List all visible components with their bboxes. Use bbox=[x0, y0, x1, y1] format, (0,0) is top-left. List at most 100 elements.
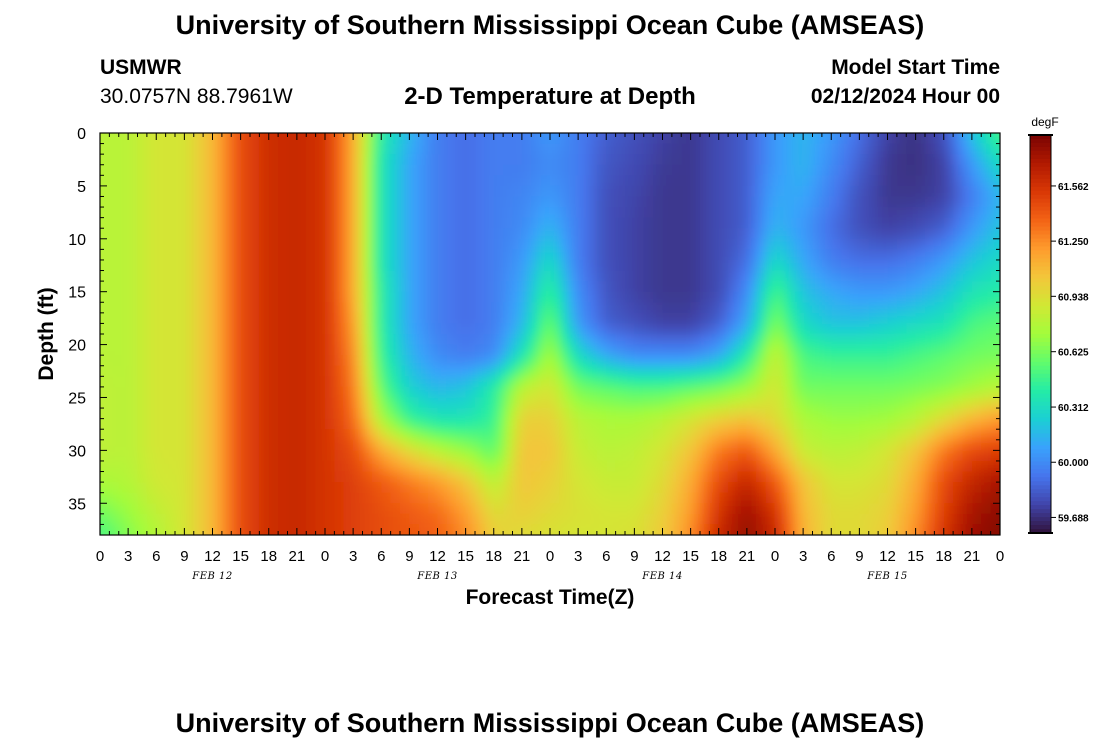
heatmap-cell bbox=[831, 397, 842, 409]
heatmap-cell bbox=[437, 323, 448, 335]
heatmap-cell bbox=[100, 175, 101, 187]
heatmap-cell bbox=[803, 302, 814, 314]
heatmap-cell bbox=[437, 175, 448, 187]
heatmap-cell bbox=[465, 524, 476, 535]
y-tick-label: 25 bbox=[68, 390, 86, 407]
heatmap-cell bbox=[521, 408, 532, 420]
heatmap-cell bbox=[315, 259, 326, 272]
heatmap-cell bbox=[381, 281, 392, 293]
heatmap-cell bbox=[475, 408, 485, 420]
heatmap-cell bbox=[775, 471, 785, 483]
heatmap-cell bbox=[643, 471, 654, 483]
heatmap-cell bbox=[165, 513, 176, 526]
heatmap-cell bbox=[175, 334, 185, 346]
heatmap-cell bbox=[821, 344, 832, 356]
heatmap-cell bbox=[418, 238, 429, 250]
heatmap-cell bbox=[240, 386, 251, 399]
heatmap-cell bbox=[100, 471, 101, 483]
heatmap-cell bbox=[456, 334, 467, 346]
heatmap-cell bbox=[212, 175, 223, 187]
heatmap-cell bbox=[840, 238, 851, 250]
heatmap-cell bbox=[625, 386, 635, 399]
heatmap-cell bbox=[906, 439, 917, 451]
heatmap-cell bbox=[625, 471, 635, 483]
heatmap-cell bbox=[709, 334, 720, 346]
heatmap-cell bbox=[784, 143, 795, 155]
heatmap-cell bbox=[625, 196, 635, 208]
heatmap-cell bbox=[943, 355, 954, 367]
heatmap-cell bbox=[109, 492, 120, 504]
heatmap-cell bbox=[184, 133, 195, 134]
heatmap-cell bbox=[512, 249, 523, 261]
heatmap-cell bbox=[990, 450, 1000, 462]
heatmap-cell bbox=[962, 143, 973, 155]
heatmap-cell bbox=[109, 408, 120, 420]
heatmap-cell bbox=[859, 164, 870, 176]
heatmap-cell bbox=[259, 302, 270, 314]
heatmap-cell bbox=[165, 492, 176, 504]
heatmap-cell bbox=[718, 291, 729, 303]
heatmap-cell bbox=[634, 418, 645, 430]
heatmap-cell bbox=[390, 408, 401, 420]
heatmap-cell bbox=[438, 535, 448, 546]
heatmap-cell bbox=[943, 460, 954, 473]
heatmap-cell bbox=[559, 450, 570, 462]
heatmap-cell bbox=[859, 185, 870, 198]
heatmap-cell bbox=[240, 365, 251, 377]
heatmap-cell bbox=[146, 196, 157, 208]
heatmap-cell bbox=[634, 281, 645, 293]
heatmap-cell bbox=[840, 439, 851, 451]
heatmap-cell bbox=[634, 133, 645, 134]
heatmap-cell bbox=[118, 133, 129, 145]
heatmap-cell bbox=[690, 238, 701, 250]
heatmap-cell bbox=[550, 482, 560, 494]
heatmap-cell bbox=[400, 460, 410, 473]
heatmap-cell bbox=[409, 154, 420, 166]
heatmap-cell bbox=[578, 217, 589, 229]
colorbar-segment bbox=[1030, 142, 1051, 148]
heatmap-cell bbox=[793, 291, 804, 303]
heatmap-cell bbox=[1009, 408, 1019, 419]
heatmap-cell bbox=[250, 503, 260, 515]
heatmap-cell bbox=[643, 164, 654, 176]
heatmap-cell bbox=[634, 259, 645, 272]
heatmap-cell bbox=[371, 355, 382, 367]
heatmap-cell bbox=[493, 503, 504, 515]
heatmap-cell bbox=[1000, 249, 1010, 260]
heatmap-cell bbox=[690, 302, 701, 314]
heatmap-cell bbox=[128, 133, 139, 134]
heatmap-cell bbox=[315, 365, 326, 377]
heatmap-cell bbox=[746, 133, 757, 134]
heatmap-cell bbox=[878, 291, 889, 303]
heatmap-cell bbox=[681, 408, 692, 420]
heatmap-cell bbox=[109, 418, 120, 430]
heatmap-cell bbox=[437, 460, 448, 473]
heatmap-cell bbox=[362, 418, 373, 430]
heatmap-cell bbox=[643, 365, 654, 377]
heatmap-cell bbox=[1009, 345, 1019, 356]
heatmap-cell bbox=[775, 418, 785, 430]
heatmap-cell bbox=[850, 418, 860, 430]
heatmap-cell bbox=[934, 175, 945, 187]
heatmap-cell bbox=[690, 281, 701, 293]
heatmap-cell bbox=[100, 133, 110, 145]
heatmap-cell bbox=[719, 535, 729, 546]
heatmap-cell bbox=[1009, 387, 1019, 398]
heatmap-cell bbox=[203, 492, 214, 504]
heatmap-cell bbox=[334, 323, 345, 335]
heatmap-cell bbox=[634, 471, 645, 483]
heatmap-cell bbox=[334, 164, 345, 176]
heatmap-cell bbox=[587, 450, 598, 462]
heatmap-cell bbox=[981, 386, 992, 399]
heatmap-cell bbox=[184, 175, 195, 187]
heatmap-cell bbox=[634, 270, 645, 282]
heatmap-cell bbox=[503, 397, 514, 409]
heatmap-cell bbox=[203, 513, 214, 526]
heatmap-cell bbox=[381, 376, 392, 388]
heatmap-cell bbox=[550, 376, 560, 388]
heatmap-cell bbox=[943, 207, 954, 219]
colorbar-segment bbox=[1030, 234, 1051, 239]
heatmap-cell bbox=[606, 503, 617, 515]
heatmap-cell bbox=[915, 460, 926, 473]
heatmap-cell bbox=[868, 397, 879, 409]
